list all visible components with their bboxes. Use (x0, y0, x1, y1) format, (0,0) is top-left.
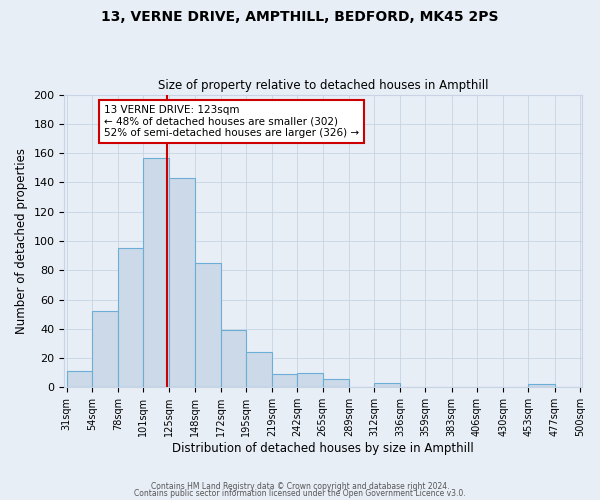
X-axis label: Distribution of detached houses by size in Ampthill: Distribution of detached houses by size … (172, 442, 474, 455)
Bar (529, 384, 554, 388)
Bar (169, 178, 194, 388)
Bar (221, 330, 246, 388)
Bar (246, 352, 272, 388)
Text: Contains HM Land Registry data © Crown copyright and database right 2024.: Contains HM Land Registry data © Crown c… (151, 482, 449, 491)
Bar (118, 248, 143, 388)
Text: 13 VERNE DRIVE: 123sqm
← 48% of detached houses are smaller (302)
52% of semi-de: 13 VERNE DRIVE: 123sqm ← 48% of detached… (104, 105, 359, 138)
Bar (92, 311, 118, 388)
Bar (143, 158, 169, 388)
Y-axis label: Number of detached properties: Number of detached properties (15, 148, 28, 334)
Bar (298, 372, 323, 388)
Bar (272, 374, 298, 388)
Text: 13, VERNE DRIVE, AMPTHILL, BEDFORD, MK45 2PS: 13, VERNE DRIVE, AMPTHILL, BEDFORD, MK45… (101, 10, 499, 24)
Bar (374, 383, 400, 388)
Title: Size of property relative to detached houses in Ampthill: Size of property relative to detached ho… (158, 79, 488, 92)
Text: Contains public sector information licensed under the Open Government Licence v3: Contains public sector information licen… (134, 490, 466, 498)
Bar (194, 263, 221, 388)
Bar (323, 378, 349, 388)
Bar (67, 371, 92, 388)
